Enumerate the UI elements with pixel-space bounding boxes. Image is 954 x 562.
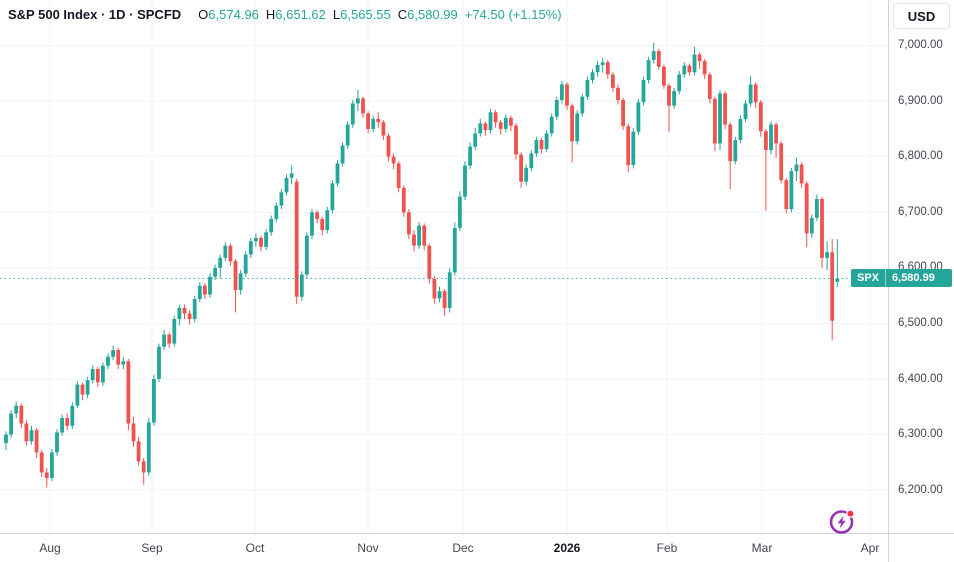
change-value: +74.50 (+1.15%) <box>464 7 562 22</box>
time-tick-label: Feb <box>656 541 678 555</box>
chart-legend: S&P 500 Index · 1D · SPCFD O6,574.96 H6,65… <box>8 7 562 22</box>
open-value: 6,574.96 <box>208 7 259 22</box>
candlestick-chart[interactable] <box>0 0 889 533</box>
time-tick-label: Sep <box>141 541 163 555</box>
price-tick-label: 6,400.00 <box>898 373 943 385</box>
price-tick-label: 7,000.00 <box>898 39 943 51</box>
price-tick-label: 6,800.00 <box>898 150 943 162</box>
low-value: 6,565.55 <box>340 7 391 22</box>
time-tick-label: Apr <box>860 541 880 555</box>
price-tick-label: 6,900.00 <box>898 95 943 107</box>
provider-logo-button[interactable] <box>827 506 857 536</box>
currency-button[interactable]: USD <box>893 3 950 29</box>
lightning-logo-icon <box>829 509 855 534</box>
time-tick-label: Dec <box>452 541 474 555</box>
price-tick-label: 6,700.00 <box>898 206 943 218</box>
price-tick-label: 6,300.00 <box>898 428 943 440</box>
time-axis[interactable]: Aug Sep Oct Nov Dec 2026 Feb Mar Apr <box>0 534 889 562</box>
price-badge-symbol: SPX <box>857 272 880 284</box>
time-axis-separator <box>0 533 954 534</box>
high-value: 6,651.62 <box>275 7 326 22</box>
low-label: L <box>332 7 341 22</box>
high-label: H <box>265 7 276 22</box>
close-value: 6,580.99 <box>407 7 458 22</box>
price-badge-divider <box>885 269 887 287</box>
price-tick-label: 6,200.00 <box>898 484 943 496</box>
chart-pane[interactable]: S&P 500 Index · 1D · SPCFD O6,574.96 H6,65… <box>0 0 952 536</box>
current-price-badge: SPX 6,580.99 <box>851 269 952 287</box>
time-tick-label: Mar <box>751 541 773 555</box>
time-tick-label: Nov <box>357 541 379 555</box>
price-badge-value: 6,580.99 <box>892 272 935 284</box>
time-tick-label: Aug <box>39 541 61 555</box>
time-tick-label: 2026 <box>553 541 581 555</box>
open-label: O <box>198 7 209 22</box>
symbol-title[interactable]: S&P 500 Index · 1D · SPCFD <box>8 7 182 22</box>
price-tick-label: 6,500.00 <box>898 317 943 329</box>
price-axis[interactable]: 7,000.00 6,900.00 6,800.00 6,700.00 6,600.00… <box>889 0 954 533</box>
time-tick-label: Oct <box>245 541 265 555</box>
close-label: C <box>397 7 408 22</box>
